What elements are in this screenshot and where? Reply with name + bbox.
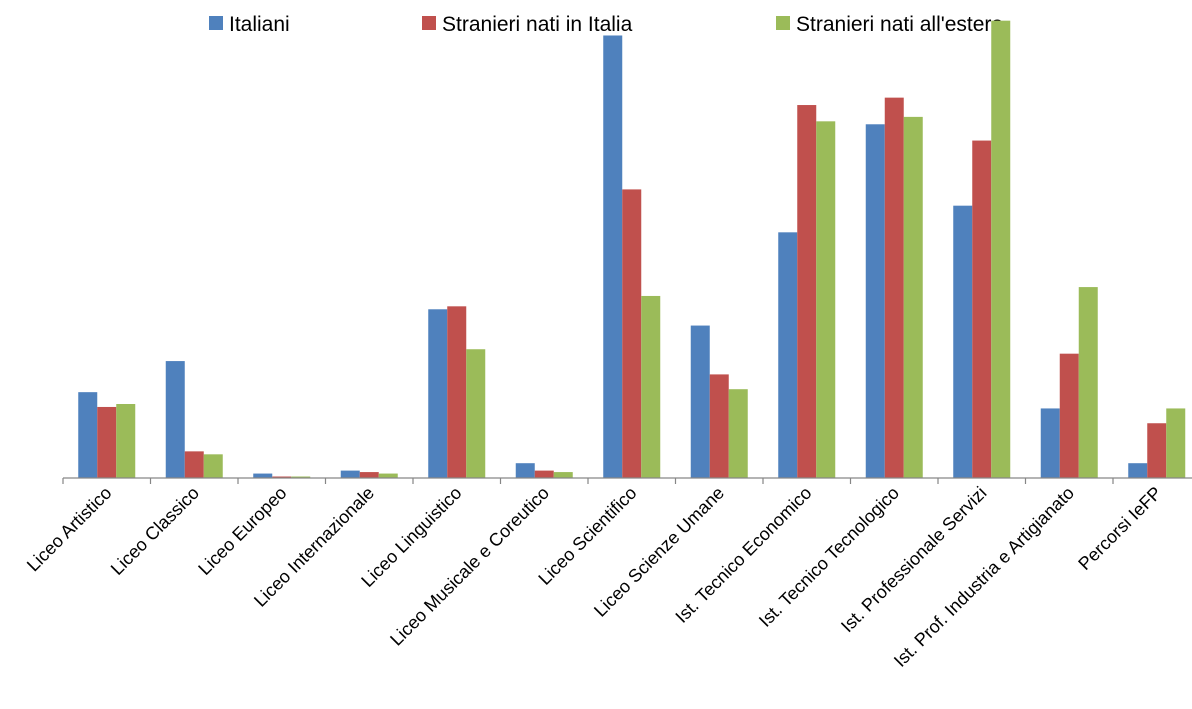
bars-group (78, 20, 1186, 479)
bar-3-8 (728, 389, 748, 478)
bar-2-13 (1147, 423, 1167, 478)
bar-1-3 (253, 473, 273, 478)
bar-2-2 (184, 451, 204, 478)
bar-3-7 (641, 295, 661, 478)
legend-label-2: Stranieri nati in Italia (442, 13, 633, 36)
bar-1-7 (603, 35, 623, 478)
bar-3-6 (553, 472, 573, 478)
bar-3-5 (466, 349, 486, 478)
bar-1-13 (1128, 463, 1148, 478)
bar-2-6 (534, 470, 554, 478)
bar-3-12 (1078, 287, 1098, 478)
legend-label-3: Stranieri nati all'estero (796, 13, 1003, 36)
legend-swatch-3 (776, 16, 790, 30)
bar-2-8 (709, 374, 729, 478)
bar-1-9 (778, 232, 798, 478)
x-tick-label-12: Ist. Prof. Industria e Artigianato (890, 483, 1078, 671)
bar-2-9 (797, 105, 817, 478)
bar-3-3 (291, 476, 311, 478)
legend-swatch-1 (209, 16, 223, 30)
x-tick-label-10: Ist. Tecnico Tecnologico (755, 483, 903, 631)
bar-1-6 (515, 463, 535, 478)
x-tick-label-3: Liceo Europeo (194, 483, 290, 579)
bar-2-3 (272, 476, 292, 478)
bar-2-4 (359, 472, 379, 478)
bar-3-4 (378, 473, 398, 478)
bar-1-2 (165, 361, 185, 478)
legend-swatch-2 (422, 16, 436, 30)
bar-3-11 (991, 20, 1011, 479)
bar-2-5 (447, 306, 467, 478)
bar-2-10 (884, 97, 904, 478)
bar-3-10 (903, 116, 923, 478)
x-tick-label-11: Ist. Professionale Servizi (837, 483, 990, 636)
x-tick-label-2: Liceo Classico (107, 483, 203, 579)
x-axis (62, 477, 1192, 484)
bar-2-1 (97, 406, 117, 478)
bar-2-11 (972, 140, 992, 478)
x-tick-label-1: Liceo Artistico (23, 483, 116, 576)
bar-1-12 (1040, 408, 1060, 478)
bar-2-12 (1059, 353, 1079, 478)
bar-1-5 (428, 309, 448, 478)
bar-3-9 (816, 121, 836, 478)
bar-1-11 (953, 205, 973, 478)
legend-label-1: Italiani (229, 13, 290, 36)
legend: Italiani Stranieri nati in Italia Stranier… (209, 13, 1003, 36)
bar-1-1 (78, 392, 98, 478)
bar-3-13 (1166, 408, 1186, 478)
bar-1-10 (865, 124, 885, 478)
bar-2-7 (622, 189, 642, 478)
bar-3-2 (203, 454, 223, 478)
bar-1-4 (340, 470, 360, 478)
bar-1-8 (690, 325, 710, 478)
x-tick-label-13: Percorsi IeFP (1074, 483, 1165, 574)
bar-3-1 (116, 404, 136, 478)
x-tick-label-6: Liceo Musicale e Coreutico (386, 483, 553, 650)
